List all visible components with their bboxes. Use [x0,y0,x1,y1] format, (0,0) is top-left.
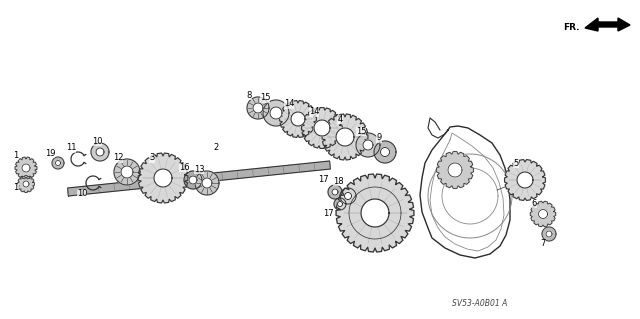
Text: 9: 9 [376,133,381,143]
Text: 8: 8 [246,91,252,100]
Polygon shape [138,153,188,203]
Text: 6: 6 [531,198,537,207]
Text: 7: 7 [540,240,546,249]
Text: 17: 17 [317,174,328,183]
Polygon shape [328,185,342,199]
Polygon shape [361,199,389,227]
Polygon shape [23,181,29,187]
Text: 15: 15 [356,127,366,136]
Text: 12: 12 [113,153,124,162]
Polygon shape [15,157,37,179]
Polygon shape [314,120,330,136]
Polygon shape [517,172,533,188]
Polygon shape [68,161,330,196]
Polygon shape [154,169,172,187]
Text: 1: 1 [13,183,19,192]
Polygon shape [334,198,346,210]
Polygon shape [504,160,545,200]
Polygon shape [52,157,64,169]
Polygon shape [96,148,104,156]
Text: 2: 2 [213,144,219,152]
Polygon shape [263,100,289,126]
Polygon shape [336,128,354,146]
Text: 10: 10 [77,189,87,198]
Polygon shape [356,133,380,157]
Polygon shape [195,171,219,195]
Polygon shape [189,176,197,184]
Polygon shape [17,175,35,192]
Text: 13: 13 [194,165,204,174]
Polygon shape [336,174,414,252]
Text: FR.: FR. [563,24,580,33]
Text: SV53-A0B01 A: SV53-A0B01 A [452,299,508,308]
Polygon shape [381,147,390,157]
Text: 4: 4 [337,115,342,123]
Polygon shape [585,18,630,31]
Polygon shape [531,201,556,227]
Text: 15: 15 [260,93,270,102]
Text: 14: 14 [308,108,319,116]
Polygon shape [546,231,552,237]
Polygon shape [253,103,263,113]
Polygon shape [448,163,462,177]
Polygon shape [291,112,305,126]
Polygon shape [280,100,316,137]
Text: 16: 16 [179,162,189,172]
Text: 14: 14 [284,100,294,108]
Text: 5: 5 [513,159,518,167]
Text: 3: 3 [149,153,155,162]
Polygon shape [436,152,474,189]
Polygon shape [22,164,30,172]
Text: 10: 10 [92,137,102,145]
Polygon shape [374,141,396,163]
Text: 17: 17 [323,210,333,219]
Polygon shape [344,192,351,199]
Polygon shape [114,159,140,185]
Text: 18: 18 [333,176,343,186]
Polygon shape [91,143,109,161]
Polygon shape [538,210,547,219]
Polygon shape [332,189,338,195]
Polygon shape [202,178,212,188]
Text: 19: 19 [45,149,55,158]
Text: 11: 11 [66,144,76,152]
Polygon shape [542,227,556,241]
Polygon shape [270,107,282,119]
Polygon shape [247,97,269,119]
Text: 1: 1 [13,151,19,160]
Polygon shape [322,114,368,160]
Polygon shape [337,202,342,206]
Polygon shape [363,140,373,150]
Polygon shape [301,108,342,148]
Polygon shape [121,166,133,178]
Polygon shape [56,160,61,166]
Polygon shape [340,188,356,204]
Polygon shape [184,171,202,189]
